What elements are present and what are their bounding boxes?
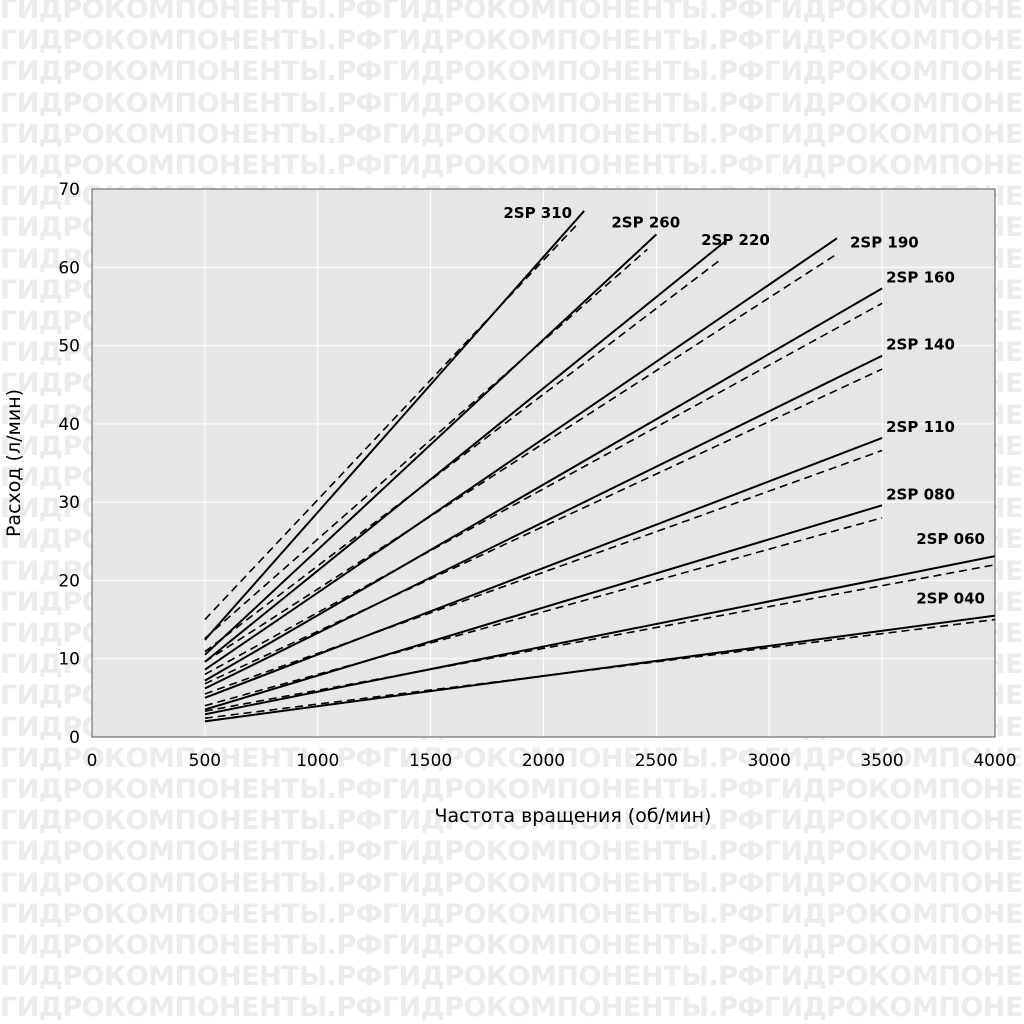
y-tick-label: 10	[58, 650, 80, 670]
series-label-2sp-080: 2SP 080	[886, 485, 955, 503]
series-labels: 2SP 310 2SP 260 2SP 220 2SP 190 2SP 160 2SP 1…	[503, 204, 985, 608]
series-line-2sp-060-solid	[204, 555, 996, 716]
series-label-2sp-060: 2SP 060	[916, 530, 985, 548]
series-line-2sp-260-solid	[204, 233, 658, 656]
series-line-2sp-260-dashed	[204, 248, 648, 639]
x-tick-label: 2500	[635, 751, 678, 771]
series-line-2sp-110-dashed	[204, 449, 883, 695]
series-label-2sp-190: 2SP 190	[850, 233, 919, 251]
x-tick-label: 3500	[860, 751, 903, 771]
x-axis-title: Частота вращения (об/мин)	[435, 805, 712, 827]
y-tick-label: 30	[58, 493, 80, 513]
y-tick-labels: 0 10 20 30 40 50 60 70	[58, 180, 80, 748]
y-tick-label: 70	[58, 180, 80, 200]
series-line-2sp-310-solid	[204, 210, 585, 641]
y-tick-label: 40	[58, 415, 80, 435]
x-tick-label: 1500	[409, 751, 452, 771]
x-tick-label: 0	[87, 751, 98, 771]
y-tick-label: 0	[69, 728, 80, 748]
series-line-2sp-060-dashed	[204, 563, 996, 712]
series-label-2sp-310: 2SP 310	[503, 204, 572, 222]
series-label-2sp-260: 2SP 260	[611, 213, 680, 231]
series-line-2sp-220-dashed	[204, 258, 723, 653]
series-line-2sp-190-solid	[204, 237, 838, 671]
x-tick-label: 1000	[296, 751, 339, 771]
series-line-2sp-080-dashed	[204, 517, 883, 707]
series-line-2sp-110-solid	[204, 437, 883, 699]
y-tick-label: 20	[58, 571, 80, 591]
series-label-2sp-160: 2SP 160	[886, 268, 955, 286]
series-line-2sp-140-solid	[204, 354, 883, 690]
x-tick-label: 500	[189, 751, 221, 771]
series-line-2sp-160-solid	[204, 287, 883, 682]
x-tick-label: 4000	[973, 751, 1016, 771]
series-label-2sp-110: 2SP 110	[886, 418, 955, 436]
series-lines	[204, 210, 996, 723]
series-line-2sp-040-dashed	[204, 618, 996, 720]
series-line-2sp-140-dashed	[204, 368, 883, 685]
plot-frame	[91, 188, 996, 738]
x-tick-label: 3000	[748, 751, 791, 771]
y-axis-title: Расход (л/мин)	[3, 389, 25, 537]
y-tick-label: 60	[58, 258, 80, 278]
x-tick-labels: 0 500 1000 1500 2000 2500 3000 3500 4000	[87, 751, 1017, 771]
series-line-2sp-040-solid	[204, 614, 996, 723]
series-line-2sp-190-dashed	[204, 253, 838, 663]
grid	[92, 189, 995, 737]
series-line-2sp-160-dashed	[204, 302, 883, 676]
series-line-2sp-220-solid	[204, 241, 725, 663]
series-line-2sp-080-solid	[204, 504, 883, 711]
series-label-2sp-040: 2SP 040	[916, 590, 985, 608]
y-tick-label: 50	[58, 337, 80, 357]
series-label-2sp-220: 2SP 220	[701, 231, 770, 249]
x-tick-label: 2000	[522, 751, 565, 771]
series-label-2sp-140: 2SP 140	[886, 336, 955, 354]
